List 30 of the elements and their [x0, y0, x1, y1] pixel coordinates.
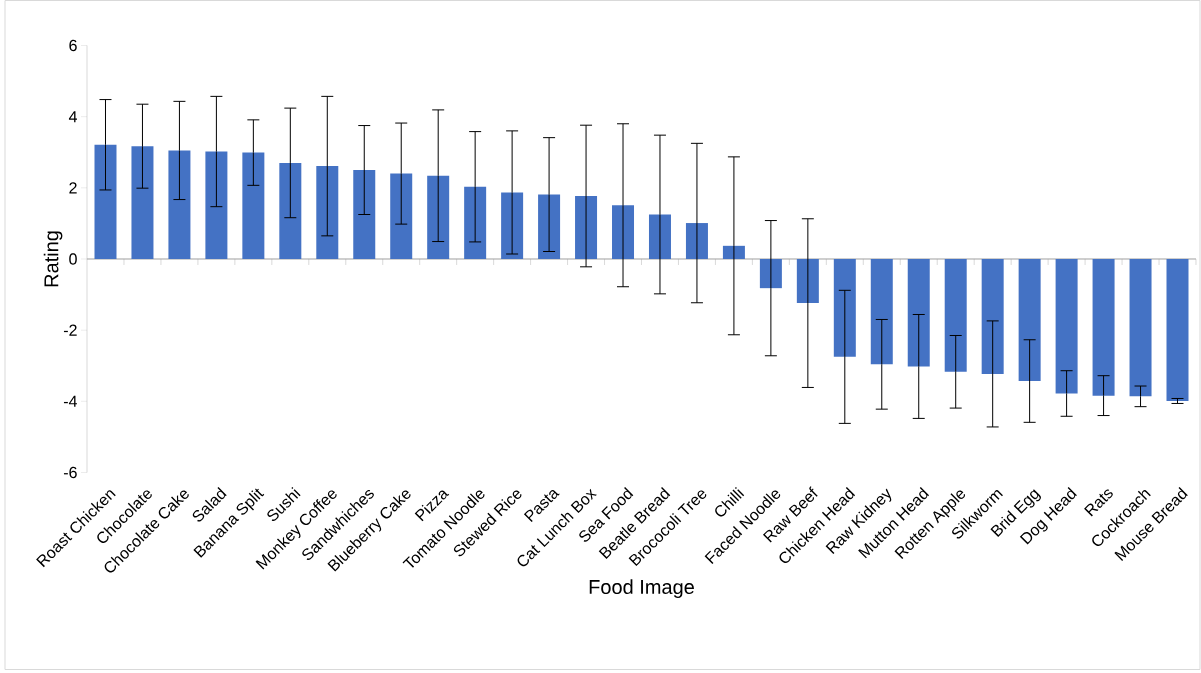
y-tick-label: 4 — [68, 110, 77, 122]
bar — [575, 195, 598, 259]
y-tick-label: -2 — [63, 324, 77, 336]
bar — [131, 145, 154, 259]
bar — [759, 258, 782, 288]
bar — [242, 152, 265, 259]
bar — [870, 258, 893, 365]
y-tick-label: 2 — [69, 182, 77, 194]
bar — [796, 258, 819, 303]
bar — [944, 258, 967, 372]
bar — [648, 214, 671, 259]
bar — [1055, 258, 1078, 394]
y-tick-label: -4 — [63, 395, 77, 407]
bar — [1129, 258, 1152, 397]
y-tick-label: -6 — [63, 466, 77, 478]
bar — [353, 169, 376, 259]
bar — [612, 205, 635, 259]
x-axis-title: Food Image — [589, 579, 694, 598]
bar — [1092, 258, 1115, 396]
bar — [685, 222, 708, 259]
y-tick-label: 6 — [69, 39, 77, 51]
bar — [1018, 258, 1041, 381]
y-axis-title: Rating — [43, 231, 63, 287]
bar — [907, 258, 930, 367]
bar — [168, 150, 191, 259]
y-tick-label: 0 — [69, 253, 77, 265]
bar — [1166, 258, 1189, 401]
bar — [722, 245, 745, 259]
bar — [94, 144, 117, 259]
bar — [981, 258, 1004, 374]
